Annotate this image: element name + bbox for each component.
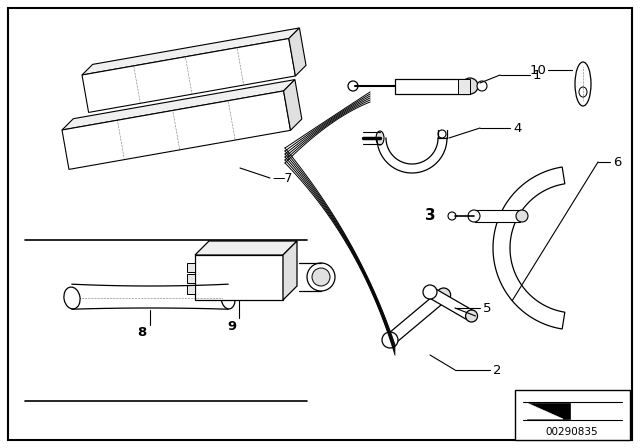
Ellipse shape — [438, 130, 446, 138]
Text: 9: 9 — [227, 319, 237, 332]
Polygon shape — [62, 91, 291, 169]
Circle shape — [516, 210, 528, 222]
Text: 5: 5 — [483, 302, 492, 314]
Ellipse shape — [477, 81, 487, 91]
Text: 10: 10 — [529, 64, 546, 77]
Text: 8: 8 — [138, 326, 147, 339]
Ellipse shape — [462, 78, 478, 94]
Ellipse shape — [575, 62, 591, 106]
Text: 6: 6 — [613, 155, 621, 168]
Circle shape — [423, 285, 437, 299]
Ellipse shape — [312, 268, 330, 286]
Polygon shape — [527, 403, 570, 419]
Polygon shape — [515, 390, 630, 440]
Polygon shape — [458, 79, 470, 94]
Polygon shape — [187, 274, 195, 283]
Ellipse shape — [221, 287, 235, 309]
Polygon shape — [187, 285, 195, 294]
Polygon shape — [195, 241, 297, 255]
Polygon shape — [428, 287, 474, 321]
Text: 1: 1 — [533, 69, 541, 82]
Ellipse shape — [436, 288, 451, 302]
Polygon shape — [82, 39, 296, 112]
Polygon shape — [283, 241, 297, 300]
Text: 00290835: 00290835 — [546, 427, 598, 437]
Polygon shape — [284, 80, 302, 130]
Polygon shape — [289, 28, 306, 76]
Polygon shape — [62, 80, 295, 130]
Text: —7: —7 — [272, 172, 292, 185]
Polygon shape — [195, 255, 283, 300]
Circle shape — [382, 332, 398, 348]
Ellipse shape — [64, 287, 80, 309]
Polygon shape — [493, 167, 565, 329]
Polygon shape — [187, 263, 195, 272]
Circle shape — [448, 212, 456, 220]
Circle shape — [348, 81, 358, 91]
Text: 2: 2 — [493, 363, 502, 376]
Ellipse shape — [579, 87, 587, 97]
Polygon shape — [386, 290, 447, 345]
Ellipse shape — [307, 263, 335, 291]
Ellipse shape — [465, 310, 477, 322]
Circle shape — [468, 210, 480, 222]
Polygon shape — [475, 210, 520, 222]
Polygon shape — [527, 403, 563, 419]
Ellipse shape — [376, 131, 384, 145]
Polygon shape — [395, 79, 470, 94]
Text: 3: 3 — [425, 207, 435, 223]
Polygon shape — [82, 28, 300, 75]
Text: 4: 4 — [513, 121, 522, 134]
